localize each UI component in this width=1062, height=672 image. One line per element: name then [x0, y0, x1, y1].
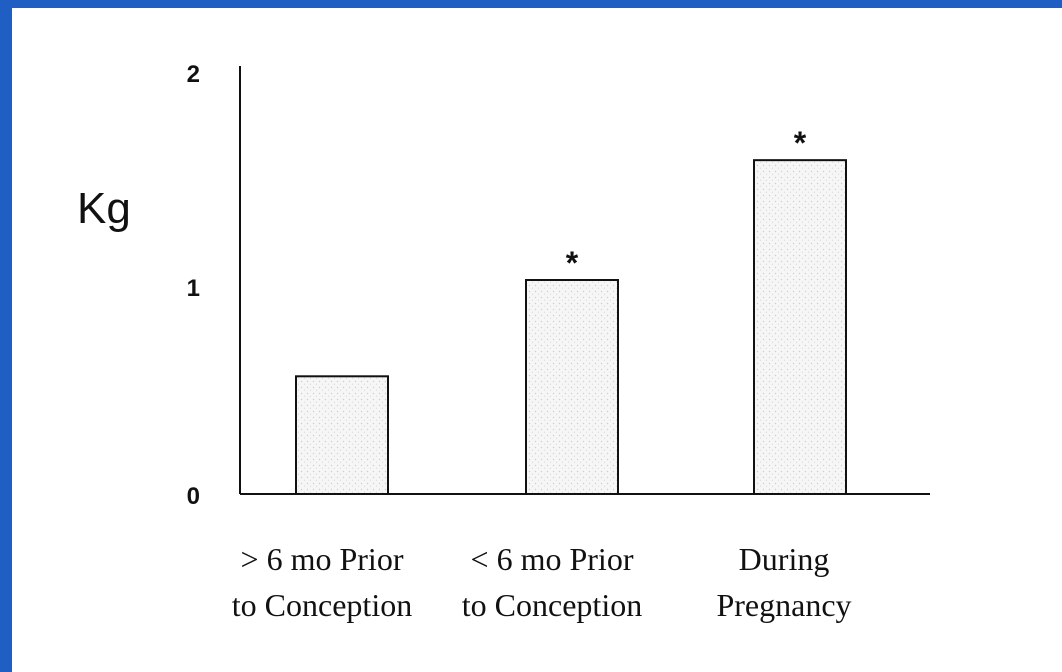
x-tick-labels: > 6 mo Prior to Conception < 6 mo Prior to …	[232, 541, 852, 623]
bar-2	[753, 159, 847, 495]
y-tick-1: 1	[187, 275, 200, 302]
significance-marker-1: *	[566, 245, 579, 281]
x-tick-label-1-line-1: to Conception	[462, 587, 642, 623]
y-tick-2: 2	[187, 61, 200, 88]
significance-markers: **	[566, 125, 807, 281]
y-ticks: 0 1 2	[187, 61, 200, 510]
x-tick-label-0-line-0: > 6 mo Prior	[241, 541, 404, 577]
bar-0	[295, 375, 389, 495]
slide-frame: Kg 0 1 2 * * > 6 mo Prior to Conception < 6…	[12, 8, 1062, 672]
significance-marker-2: *	[794, 125, 807, 161]
y-tick-0: 0	[187, 483, 200, 510]
x-tick-label-2-line-1: Pregnancy	[716, 587, 851, 623]
y-axis-label: Kg	[77, 184, 131, 233]
bar-1	[525, 279, 619, 495]
x-tick-label-2-line-0: During	[739, 541, 830, 577]
x-tick-label-1-line-0: < 6 mo Prior	[471, 541, 634, 577]
x-tick-label-0-line-1: to Conception	[232, 587, 412, 623]
bars	[295, 159, 847, 495]
